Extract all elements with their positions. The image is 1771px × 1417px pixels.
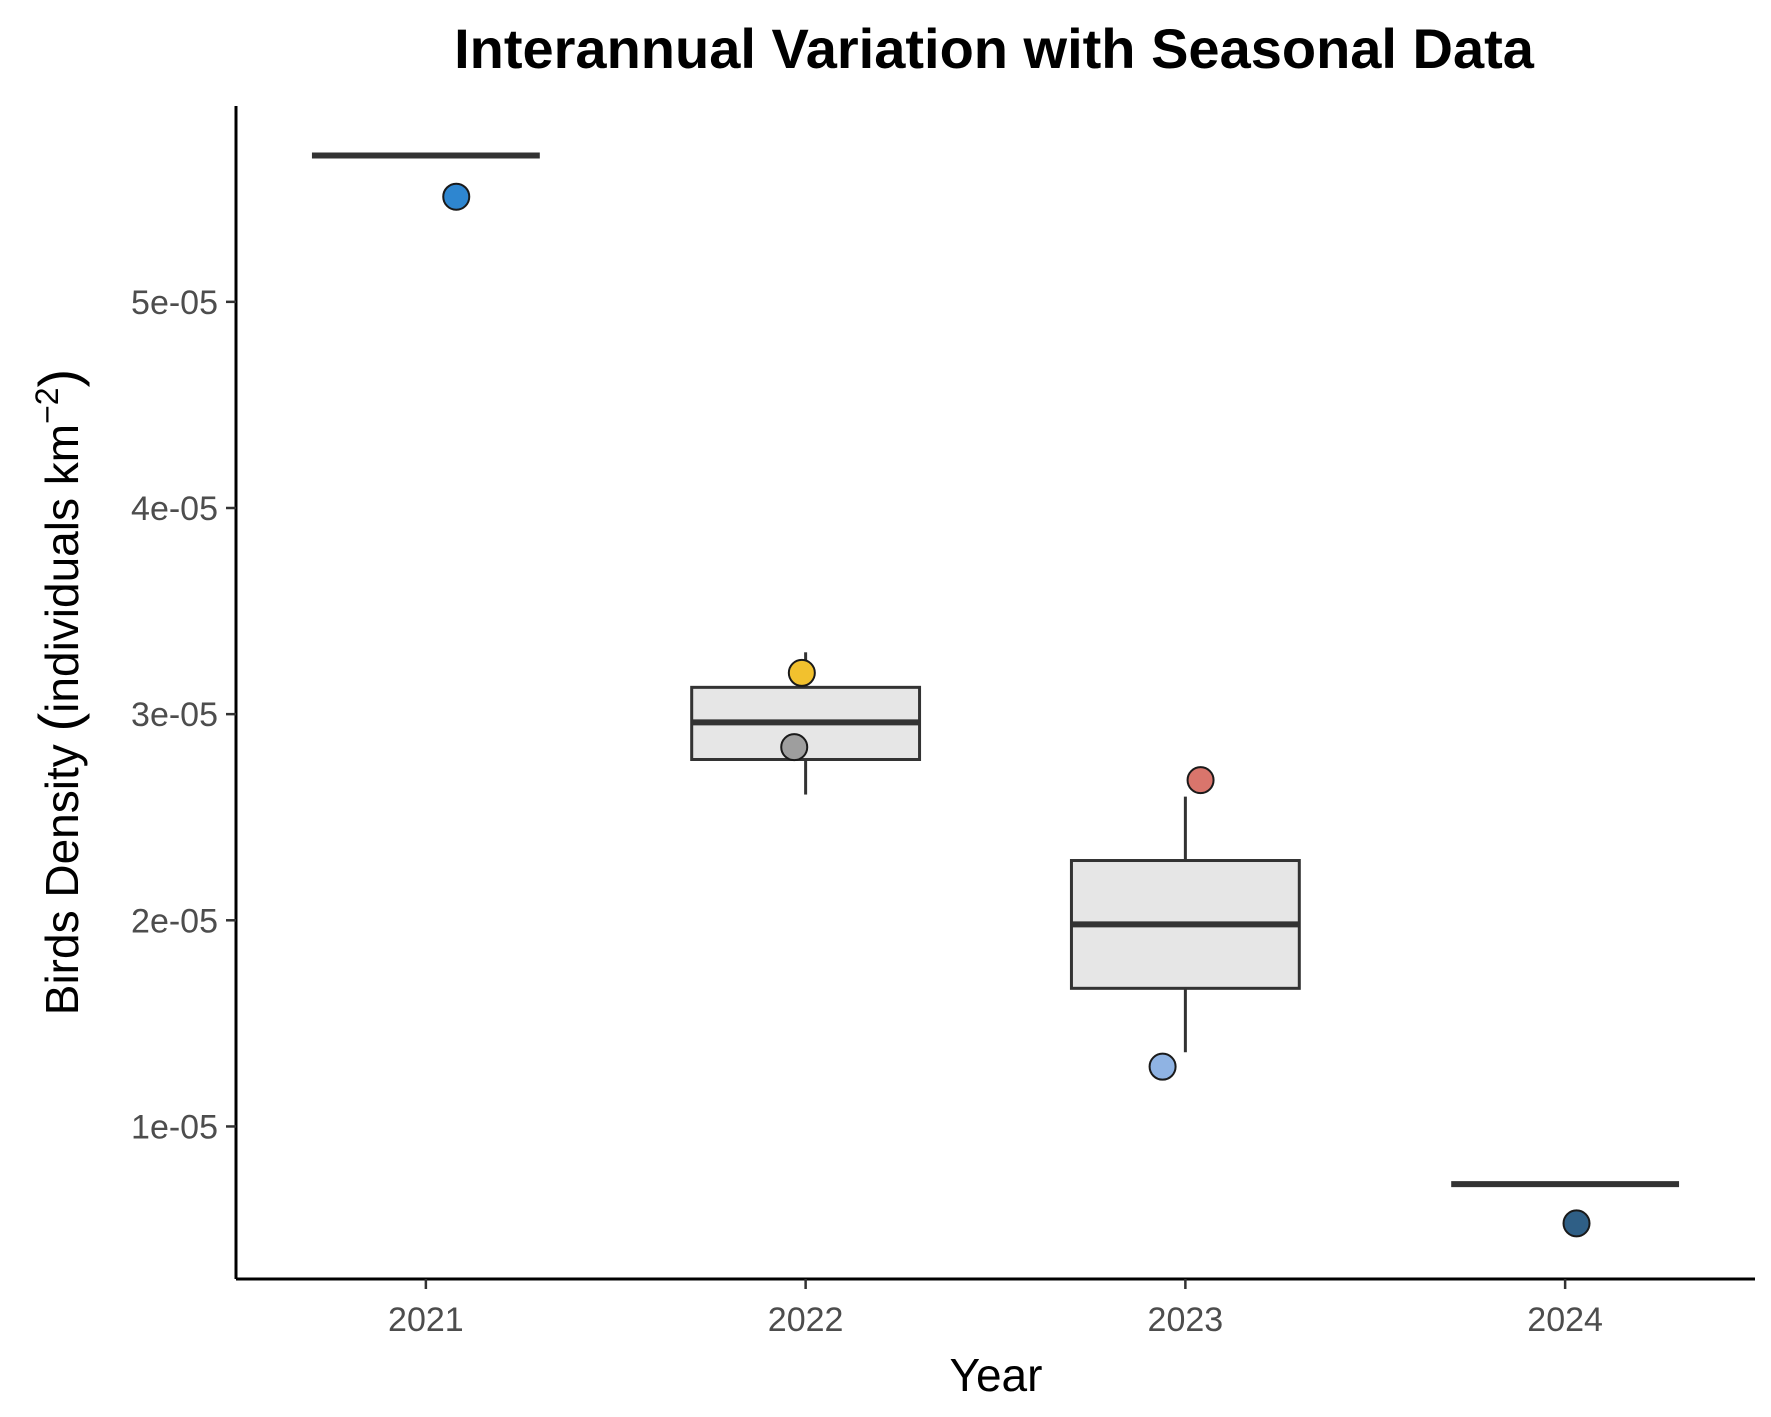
data-point [780, 733, 809, 762]
x-tick-label: 2021 [388, 1301, 464, 1339]
y-tick-label: 3e-05 [131, 696, 218, 734]
y-tick-label: 4e-05 [131, 490, 218, 528]
y-axis-title: Birds Density (individuals km−2) [27, 369, 90, 1015]
y-tick-label: 5e-05 [131, 284, 218, 322]
x-tick-label: 2024 [1527, 1301, 1603, 1339]
points-layer [442, 182, 1591, 1238]
y-axis-title-superscript: −2 [29, 387, 65, 423]
x-tick-label: 2023 [1148, 1301, 1224, 1339]
y-tick-label: 2e-05 [131, 902, 218, 940]
data-point [1148, 1052, 1177, 1081]
data-point [1186, 766, 1215, 795]
x-tick-label: 2022 [768, 1301, 844, 1339]
y-axis-ticks: 1e-05 2e-05 3e-05 4e-05 5e-05 [131, 284, 236, 1146]
data-point [1562, 1209, 1591, 1238]
y-axis-title-open-paren: ( [27, 712, 90, 731]
y-axis-title-inner: individuals km [36, 424, 88, 713]
x-axis-ticks: 2021 2022 2023 2024 [388, 1279, 1603, 1339]
data-point [787, 658, 816, 687]
chart-title: Interannual Variation with Seasonal Data [454, 17, 1535, 80]
x-axis-title: Year [950, 1349, 1043, 1401]
y-axis-title-prefix: Birds Density [36, 731, 88, 1015]
box-2023 [1069, 796, 1301, 1053]
y-tick-label: 1e-05 [131, 1108, 218, 1146]
y-axis-title-close-paren: ) [27, 369, 90, 388]
box-layer [311, 152, 1680, 1188]
data-point [442, 182, 471, 211]
